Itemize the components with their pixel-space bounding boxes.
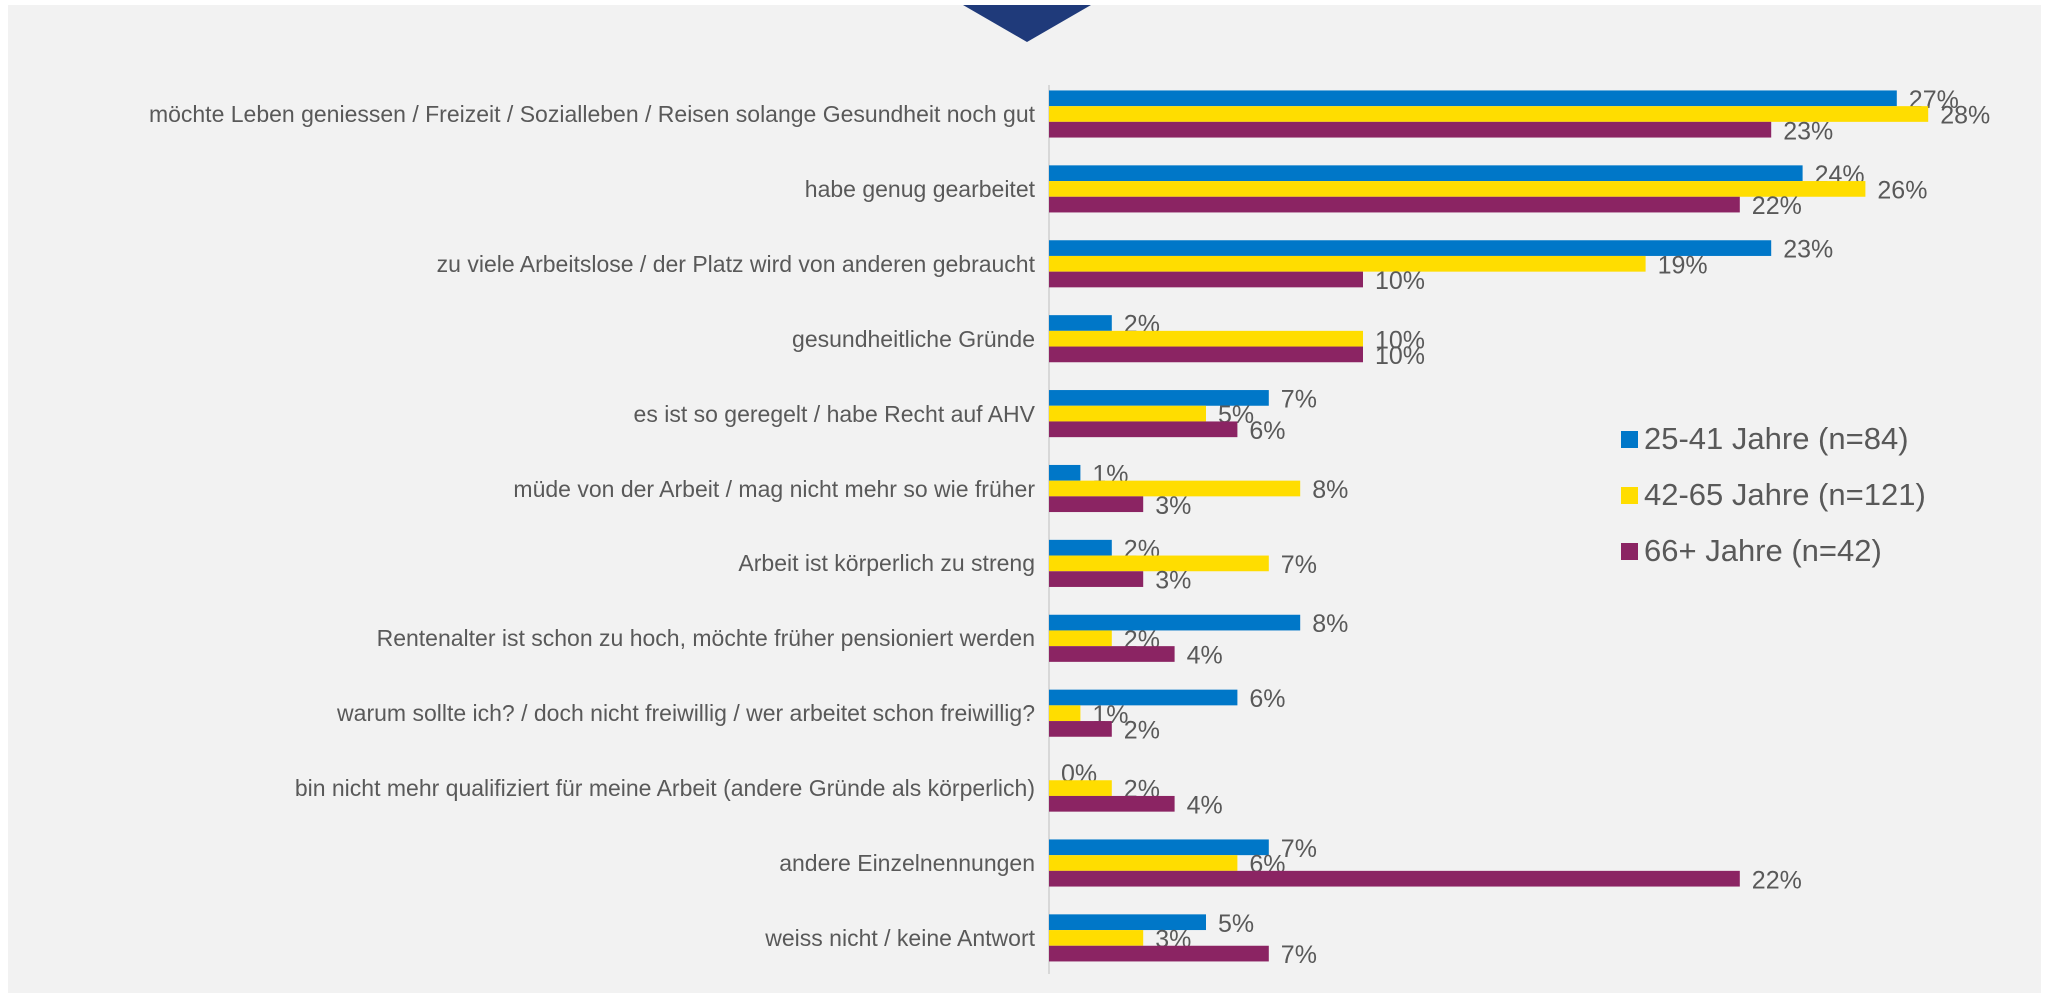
bar [1049,165,1803,182]
bar [1049,464,1081,481]
bar [1049,780,1112,796]
value-label: 5% [1218,910,1254,938]
value-label: 10% [1375,342,1425,370]
value-label: 22% [1752,192,1802,220]
bar [1049,196,1740,213]
bar [1049,646,1175,662]
legend-label: 42-65 Jahre (n=121) [1644,477,1926,512]
bar [1049,614,1301,631]
category-label: warum sollte ich? / doch nicht freiwilli… [337,700,1035,727]
category-label: Arbeit ist körperlich zu streng [738,550,1035,577]
bar [1049,421,1238,438]
bar [1049,705,1081,722]
bar [1049,346,1363,363]
category-label: müde von der Arbeit / mag nicht mehr so … [513,475,1035,502]
category-label: andere Einzelnennungen [779,850,1035,876]
legend-label: 25-41 Jahre (n=84) [1644,421,1909,456]
bar [1049,330,1363,347]
category-label: habe genug gearbeitet [804,175,1035,202]
category-label: bin nicht mehr qualifiziert für meine Ar… [294,775,1035,802]
category-label: gesundheitliche Gründe [792,325,1035,352]
legend-swatch [1621,487,1638,504]
legend-swatch [1621,543,1638,560]
value-label: 22% [1752,866,1802,894]
value-label: 7% [1281,386,1317,414]
bar [1049,255,1646,272]
bar [1049,480,1301,497]
category-label: möchte Leben geniessen / Freizeit / Sozi… [148,101,1035,127]
bar [1049,106,1929,122]
bar [1049,870,1740,887]
bar [1049,571,1144,587]
bar [1049,121,1772,138]
value-label: 3% [1155,492,1191,520]
bar [1049,539,1112,556]
value-label: 7% [1281,835,1317,863]
bar [1049,405,1206,422]
bar [1049,839,1269,856]
bar [1049,689,1238,706]
value-label: 10% [1375,326,1425,354]
bar [1049,630,1112,647]
category-label: es ist so geregelt / habe Recht auf AHV [633,400,1035,427]
value-label: 26% [1877,177,1927,205]
category-label: weiss nicht / keine Antwort [765,924,1035,951]
value-label: 3% [1155,567,1191,595]
value-label: 8% [1312,476,1348,504]
value-label: 10% [1375,267,1425,295]
bar [1049,855,1238,871]
value-label: 4% [1187,642,1223,670]
value-label: 6% [1249,417,1285,445]
bar [1049,930,1144,946]
category-label: zu viele Arbeitslose / der Platz wird vo… [436,250,1035,277]
bar [1049,795,1175,812]
value-label: 28% [1940,102,1990,130]
header-pointer [963,5,1091,42]
bar [1049,496,1144,513]
bar [1049,721,1112,737]
bar [1049,90,1897,107]
value-label: 19% [1658,251,1708,279]
value-label: 6% [1249,685,1285,713]
bar [1049,390,1269,406]
bar [1049,271,1363,288]
value-label: 4% [1187,791,1223,819]
value-label: 8% [1312,610,1348,638]
value-label: 2% [1124,717,1160,745]
value-label: 23% [1783,236,1833,264]
value-label: 7% [1281,941,1317,969]
bar [1049,914,1206,931]
bar [1049,945,1269,962]
bar [1049,181,1866,197]
legend-swatch [1621,431,1638,448]
value-label: 7% [1281,551,1317,579]
value-label: 23% [1783,117,1833,145]
bar [1049,555,1269,572]
bar [1049,315,1112,331]
bar [1049,240,1772,256]
legend-label: 66+ Jahre (n=42) [1644,533,1882,568]
category-label: Rentenalter ist schon zu hoch, möchte fr… [376,625,1035,652]
